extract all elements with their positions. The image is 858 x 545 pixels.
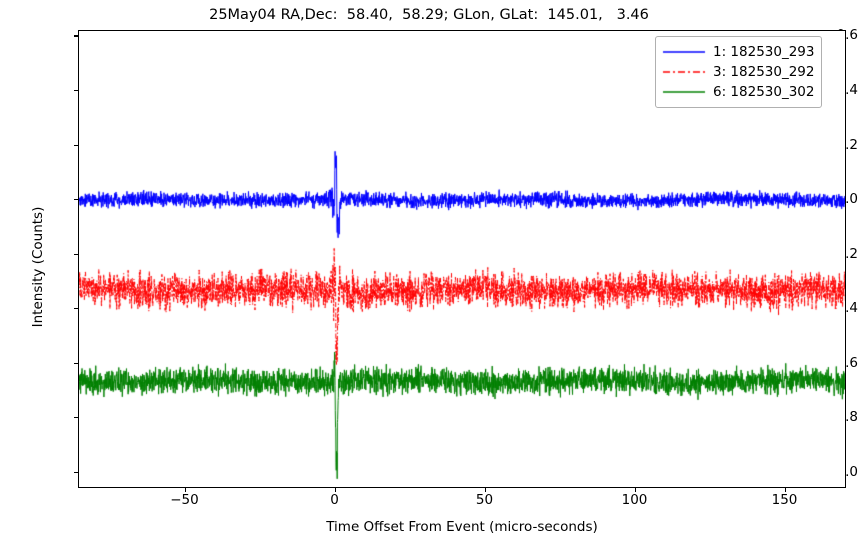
y-tick-mark xyxy=(74,471,78,473)
x-tick-mark xyxy=(484,488,486,492)
x-tick-mark xyxy=(334,488,336,492)
y-tick-mark xyxy=(74,89,78,92)
legend-label: 6: 182530_302 xyxy=(713,84,815,100)
legend-line-sample xyxy=(662,65,706,79)
y-tick-mark xyxy=(74,199,78,201)
legend-item[interactable]: 3: 182530_292 xyxy=(662,62,814,82)
y-tick-mark xyxy=(74,362,78,364)
page-title: 25May04 RA,Dec: 58.40, 58.29; GLon, GLat… xyxy=(209,7,649,23)
x-tick-label: 150 xyxy=(771,492,798,508)
x-tick-label: 0 xyxy=(330,492,339,508)
y-axis-label: Intensity (Counts) xyxy=(30,206,46,328)
x-axis-label: Time Offset From Event (micro-seconds) xyxy=(326,519,598,535)
y-tick-mark xyxy=(74,35,78,37)
x-tick-label: −50 xyxy=(170,492,199,508)
legend-label: 3: 182530_292 xyxy=(713,64,815,80)
y-tick-mark xyxy=(74,417,78,419)
legend-line-sample xyxy=(662,85,706,99)
legend-label: 1: 182530_293 xyxy=(713,44,815,60)
x-tick-mark xyxy=(784,488,786,492)
x-tick-mark xyxy=(184,488,186,492)
legend-line-sample xyxy=(662,45,706,59)
y-tick-mark xyxy=(74,308,78,310)
y-tick-mark xyxy=(74,253,78,255)
x-tick-label: 50 xyxy=(475,492,494,508)
legend-item[interactable]: 6: 182530_302 xyxy=(662,82,814,102)
x-tick-label: 100 xyxy=(621,492,648,508)
legend-item[interactable]: 1: 182530_293 xyxy=(662,42,814,62)
legend[interactable]: 1: 182530_293 3: 182530_292 6: 182530_302 xyxy=(655,36,823,108)
y-tick-mark xyxy=(74,144,78,146)
x-tick-mark xyxy=(634,488,636,492)
